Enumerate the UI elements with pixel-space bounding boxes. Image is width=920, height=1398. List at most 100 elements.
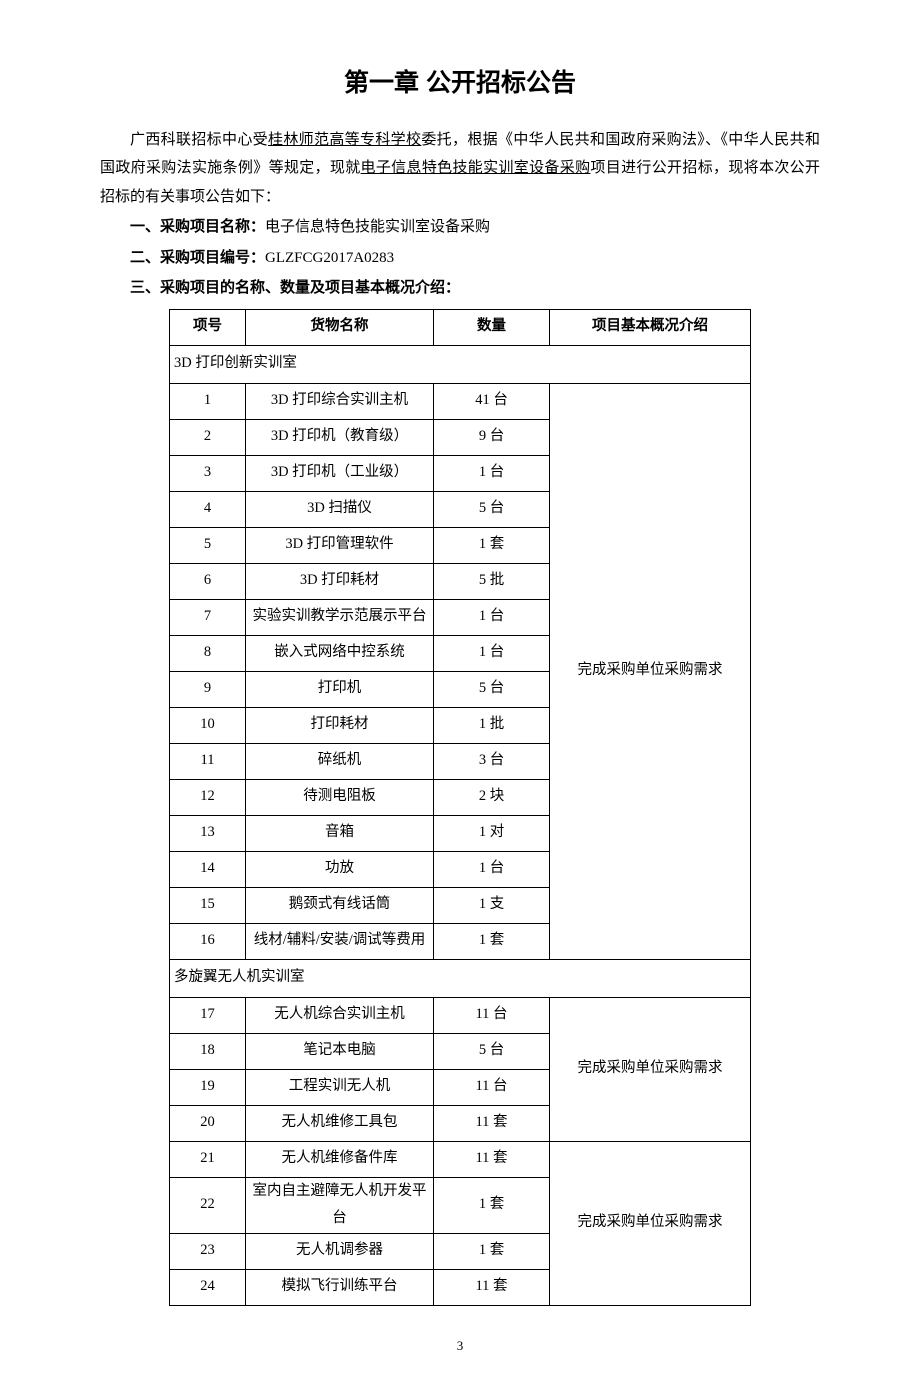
cell-name: 3D 打印机（教育级） <box>246 419 434 455</box>
cell-no: 11 <box>170 743 246 779</box>
cell-no: 9 <box>170 671 246 707</box>
cell-name: 线材/辅料/安装/调试等费用 <box>246 923 434 959</box>
cell-name: 无人机调参器 <box>246 1233 434 1269</box>
cell-name: 无人机维修备件库 <box>246 1141 434 1177</box>
cell-qty: 11 台 <box>434 997 550 1033</box>
cell-no: 6 <box>170 563 246 599</box>
cell-qty: 11 套 <box>434 1141 550 1177</box>
table-header-row: 项号 货物名称 数量 项目基本概况介绍 <box>170 309 751 345</box>
cell-no: 19 <box>170 1069 246 1105</box>
cell-name: 实验实训教学示范展示平台 <box>246 599 434 635</box>
col-header-qty: 数量 <box>434 309 550 345</box>
table-row: 13D 打印综合实训主机41 台完成采购单位采购需求 <box>170 383 751 419</box>
cell-qty: 11 套 <box>434 1269 550 1305</box>
cell-qty: 1 套 <box>434 1233 550 1269</box>
chapter-title: 第一章 公开招标公告 <box>100 60 820 108</box>
cell-qty: 41 台 <box>434 383 550 419</box>
cell-qty: 11 套 <box>434 1105 550 1141</box>
cell-name: 待测电阻板 <box>246 779 434 815</box>
cell-name: 3D 打印综合实训主机 <box>246 383 434 419</box>
cell-qty: 5 台 <box>434 671 550 707</box>
intro-text-a: 广西科联招标中心受 <box>130 132 268 148</box>
cell-qty: 1 批 <box>434 707 550 743</box>
cell-desc: 完成采购单位采购需求 <box>550 383 751 959</box>
cell-no: 3 <box>170 455 246 491</box>
cell-no: 16 <box>170 923 246 959</box>
group-title-cell: 3D 打印创新实训室 <box>170 345 751 383</box>
cell-desc: 完成采购单位采购需求 <box>550 997 751 1141</box>
section-1-value: 电子信息特色技能实训室设备采购 <box>265 219 490 235</box>
cell-no: 8 <box>170 635 246 671</box>
section-3: 三、采购项目的名称、数量及项目基本概况介绍： <box>100 274 820 303</box>
cell-qty: 1 台 <box>434 635 550 671</box>
cell-name: 模拟飞行训练平台 <box>246 1269 434 1305</box>
cell-name: 工程实训无人机 <box>246 1069 434 1105</box>
cell-qty: 1 台 <box>434 455 550 491</box>
cell-no: 14 <box>170 851 246 887</box>
intro-underline-project: 电子信息特色技能实训室设备采购 <box>361 160 591 176</box>
cell-name: 打印机 <box>246 671 434 707</box>
cell-no: 23 <box>170 1233 246 1269</box>
col-header-desc: 项目基本概况介绍 <box>550 309 751 345</box>
table-group-header: 多旋翼无人机实训室 <box>170 959 751 997</box>
intro-paragraph: 广西科联招标中心受桂林师范高等专科学校委托，根据《中华人民共和国政府采购法》、《… <box>100 126 820 212</box>
cell-qty: 1 套 <box>434 527 550 563</box>
cell-qty: 1 对 <box>434 815 550 851</box>
page-number: 3 <box>100 1334 820 1359</box>
cell-qty: 2 块 <box>434 779 550 815</box>
cell-qty: 3 台 <box>434 743 550 779</box>
cell-no: 12 <box>170 779 246 815</box>
intro-underline-entity: 桂林师范高等专科学校 <box>268 132 421 148</box>
cell-name: 3D 扫描仪 <box>246 491 434 527</box>
cell-name: 室内自主避障无人机开发平台 <box>246 1177 434 1233</box>
section-2: 二、采购项目编号：GLZFCG2017A0283 <box>100 244 820 273</box>
cell-qty: 11 台 <box>434 1069 550 1105</box>
cell-name: 3D 打印耗材 <box>246 563 434 599</box>
cell-no: 13 <box>170 815 246 851</box>
cell-no: 22 <box>170 1177 246 1233</box>
cell-no: 5 <box>170 527 246 563</box>
section-2-label: 二、采购项目编号： <box>130 250 265 266</box>
table-group-header: 3D 打印创新实训室 <box>170 345 751 383</box>
cell-qty: 1 支 <box>434 887 550 923</box>
table-body: 3D 打印创新实训室13D 打印综合实训主机41 台完成采购单位采购需求23D … <box>170 345 751 1305</box>
cell-no: 21 <box>170 1141 246 1177</box>
cell-qty: 5 台 <box>434 1033 550 1069</box>
cell-name: 3D 打印机（工业级） <box>246 455 434 491</box>
cell-name: 鹅颈式有线话筒 <box>246 887 434 923</box>
group-title-cell: 多旋翼无人机实训室 <box>170 959 751 997</box>
cell-name: 功放 <box>246 851 434 887</box>
cell-no: 15 <box>170 887 246 923</box>
cell-qty: 1 台 <box>434 599 550 635</box>
cell-qty: 1 套 <box>434 1177 550 1233</box>
cell-no: 2 <box>170 419 246 455</box>
cell-name: 无人机综合实训主机 <box>246 997 434 1033</box>
cell-qty: 9 台 <box>434 419 550 455</box>
cell-name: 音箱 <box>246 815 434 851</box>
cell-no: 1 <box>170 383 246 419</box>
cell-qty: 5 台 <box>434 491 550 527</box>
cell-no: 18 <box>170 1033 246 1069</box>
col-header-name: 货物名称 <box>246 309 434 345</box>
cell-no: 24 <box>170 1269 246 1305</box>
table-row: 17无人机综合实训主机11 台完成采购单位采购需求 <box>170 997 751 1033</box>
cell-qty: 1 台 <box>434 851 550 887</box>
cell-no: 7 <box>170 599 246 635</box>
cell-qty: 1 套 <box>434 923 550 959</box>
table-row: 21无人机维修备件库11 套完成采购单位采购需求 <box>170 1141 751 1177</box>
cell-qty: 5 批 <box>434 563 550 599</box>
procurement-table: 项号 货物名称 数量 项目基本概况介绍 3D 打印创新实训室13D 打印综合实训… <box>169 309 751 1306</box>
cell-name: 打印耗材 <box>246 707 434 743</box>
cell-no: 10 <box>170 707 246 743</box>
cell-name: 3D 打印管理软件 <box>246 527 434 563</box>
section-1: 一、采购项目名称：电子信息特色技能实训室设备采购 <box>100 213 820 242</box>
cell-name: 碎纸机 <box>246 743 434 779</box>
section-3-label: 三、采购项目的名称、数量及项目基本概况介绍： <box>130 280 460 296</box>
cell-no: 4 <box>170 491 246 527</box>
col-header-no: 项号 <box>170 309 246 345</box>
cell-no: 17 <box>170 997 246 1033</box>
cell-name: 笔记本电脑 <box>246 1033 434 1069</box>
cell-name: 嵌入式网络中控系统 <box>246 635 434 671</box>
cell-desc: 完成采购单位采购需求 <box>550 1141 751 1305</box>
section-1-label: 一、采购项目名称： <box>130 219 265 235</box>
